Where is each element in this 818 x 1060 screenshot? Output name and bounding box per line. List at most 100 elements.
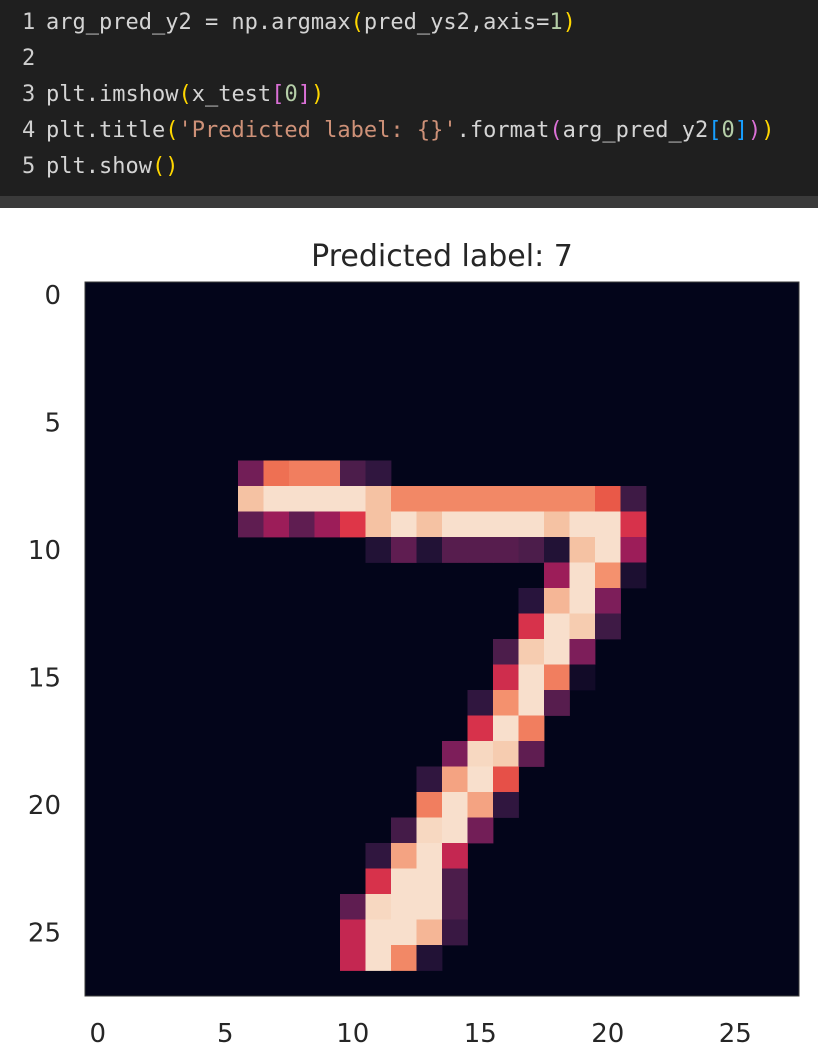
- heatmap-cell: [518, 664, 545, 691]
- heatmap-cell: [391, 894, 417, 920]
- code-token: [: [271, 82, 285, 107]
- heatmap-cell: [569, 664, 596, 691]
- heatmap-cell: [340, 486, 366, 512]
- code-line[interactable]: 4 plt.title('Predicted label: {}'.format(…: [0, 113, 818, 149]
- heatmap-cell: [365, 486, 392, 512]
- code-token: (: [350, 10, 364, 35]
- heatmap-cell: [416, 511, 443, 538]
- x-axis-ticks: 0 5 10 15 20 25: [90, 1019, 752, 1049]
- heatmap-cell: [442, 894, 468, 920]
- heatmap-cell: [365, 511, 392, 538]
- cell-divider: [0, 196, 818, 208]
- y-axis-ticks: 0 5 10 15 20 25: [28, 281, 61, 949]
- heatmap-cell: [569, 486, 596, 512]
- y-tick-label: 0: [44, 281, 61, 311]
- heatmap-cell: [416, 919, 443, 946]
- heatmap-cell: [416, 894, 443, 920]
- heatmap-cell: [544, 486, 570, 512]
- heatmap-cell: [365, 460, 392, 487]
- code-token: plt.title: [46, 118, 166, 143]
- heatmap-cell: [442, 868, 468, 895]
- heatmap-cell: [493, 664, 519, 691]
- heatmap-cell: [493, 537, 519, 563]
- heatmap-cell: [289, 460, 315, 487]
- heatmap-cell: [340, 894, 366, 920]
- x-tick-label: 15: [464, 1019, 497, 1049]
- heatmap-cell: [365, 894, 392, 920]
- heatmap-cell: [620, 511, 647, 538]
- heatmap-cell: [442, 511, 468, 538]
- heatmap-cell: [518, 613, 545, 640]
- heatmap-cell: [391, 511, 417, 538]
- code-token: ): [310, 82, 325, 107]
- heatmap-cell: [314, 511, 341, 538]
- heatmap-cell: [442, 766, 468, 793]
- heatmap-cell: [391, 537, 417, 563]
- y-tick-label: 20: [28, 791, 61, 821]
- heatmap-cell: [416, 766, 443, 793]
- heatmap-cell: [544, 639, 570, 665]
- heatmap-cell: [518, 690, 545, 716]
- output-area: Predicted label: 7 0 5 10 15 20 25 0 5 10 15 20 25: [0, 208, 818, 1060]
- heatmap-cell: [493, 690, 519, 716]
- heatmap-cell: [518, 639, 545, 665]
- heatmap-cell: [518, 511, 545, 538]
- code-token: 0: [721, 118, 735, 143]
- heatmap-cell: [493, 766, 519, 793]
- heatmap-cell: [391, 919, 417, 946]
- y-tick-label: 10: [28, 536, 61, 566]
- heatmap-cell: [544, 537, 570, 563]
- code-token: pred_ys2,axis=: [363, 10, 550, 35]
- heatmap-cell: [595, 511, 621, 538]
- heatmap-cell: [442, 919, 468, 946]
- heatmap-cell: [493, 715, 519, 742]
- code-line[interactable]: 3 plt.imshow(x_test[0]): [0, 77, 818, 113]
- code-line[interactable]: 5 plt.show(): [0, 149, 818, 185]
- code-token: [: [708, 118, 722, 143]
- code-line[interactable]: 2: [0, 41, 818, 77]
- code-token: arg_pred_y2 = np.argmax: [46, 10, 351, 35]
- heatmap-cell: [544, 613, 570, 640]
- line-number: 1: [22, 10, 36, 35]
- heatmap-cell: [391, 486, 417, 512]
- x-tick-label: 25: [719, 1019, 752, 1049]
- heatmap-cell: [493, 511, 519, 538]
- heatmap-cell: [416, 817, 443, 844]
- heatmap-cell: [289, 511, 315, 538]
- heatmap-cell: [314, 486, 341, 512]
- code-cell[interactable]: 1 arg_pred_y2 = np.argmax(pred_ys2,axis=1…: [0, 0, 818, 196]
- code-token: ]: [734, 118, 749, 143]
- heatmap-cell: [416, 792, 443, 818]
- heatmap-cell: [493, 792, 519, 818]
- heatmap-cell: [442, 741, 468, 767]
- heatmap-cell: [595, 613, 621, 640]
- heatmap-cell: [467, 741, 494, 767]
- code-token: ]: [297, 82, 311, 107]
- code-token: plt.imshow: [46, 82, 179, 107]
- heatmap-cell: [340, 945, 366, 971]
- heatmap-cell: [518, 486, 545, 512]
- code-editor[interactable]: 1 arg_pred_y2 = np.argmax(pred_ys2,axis=1…: [0, 5, 818, 185]
- heatmap-cell: [493, 741, 519, 767]
- heatmap-cell: [518, 588, 545, 614]
- heatmap-cell: [442, 486, 468, 512]
- heatmap-cell: [595, 588, 621, 614]
- code-token: ): [748, 118, 762, 143]
- heatmap-cell: [365, 868, 392, 895]
- heatmap: [85, 282, 799, 996]
- code-line[interactable]: 1 arg_pred_y2 = np.argmax(pred_ys2,axis=1…: [0, 5, 818, 41]
- heatmap-cell: [391, 817, 417, 844]
- heatmap-cell: [544, 511, 570, 538]
- code-token: (: [165, 118, 179, 143]
- heatmap-cell: [467, 486, 494, 512]
- line-number: 2: [22, 46, 36, 71]
- heatmap-cell: [569, 562, 596, 589]
- heatmap-cell: [467, 511, 494, 538]
- heatmap-cell: [595, 562, 621, 589]
- heatmap-cell: [238, 486, 264, 512]
- code-token: (: [549, 118, 563, 143]
- x-tick-label: 10: [336, 1019, 369, 1049]
- heatmap-cell: [365, 537, 392, 563]
- heatmap-cell: [544, 588, 570, 614]
- heatmap-cell: [365, 919, 392, 946]
